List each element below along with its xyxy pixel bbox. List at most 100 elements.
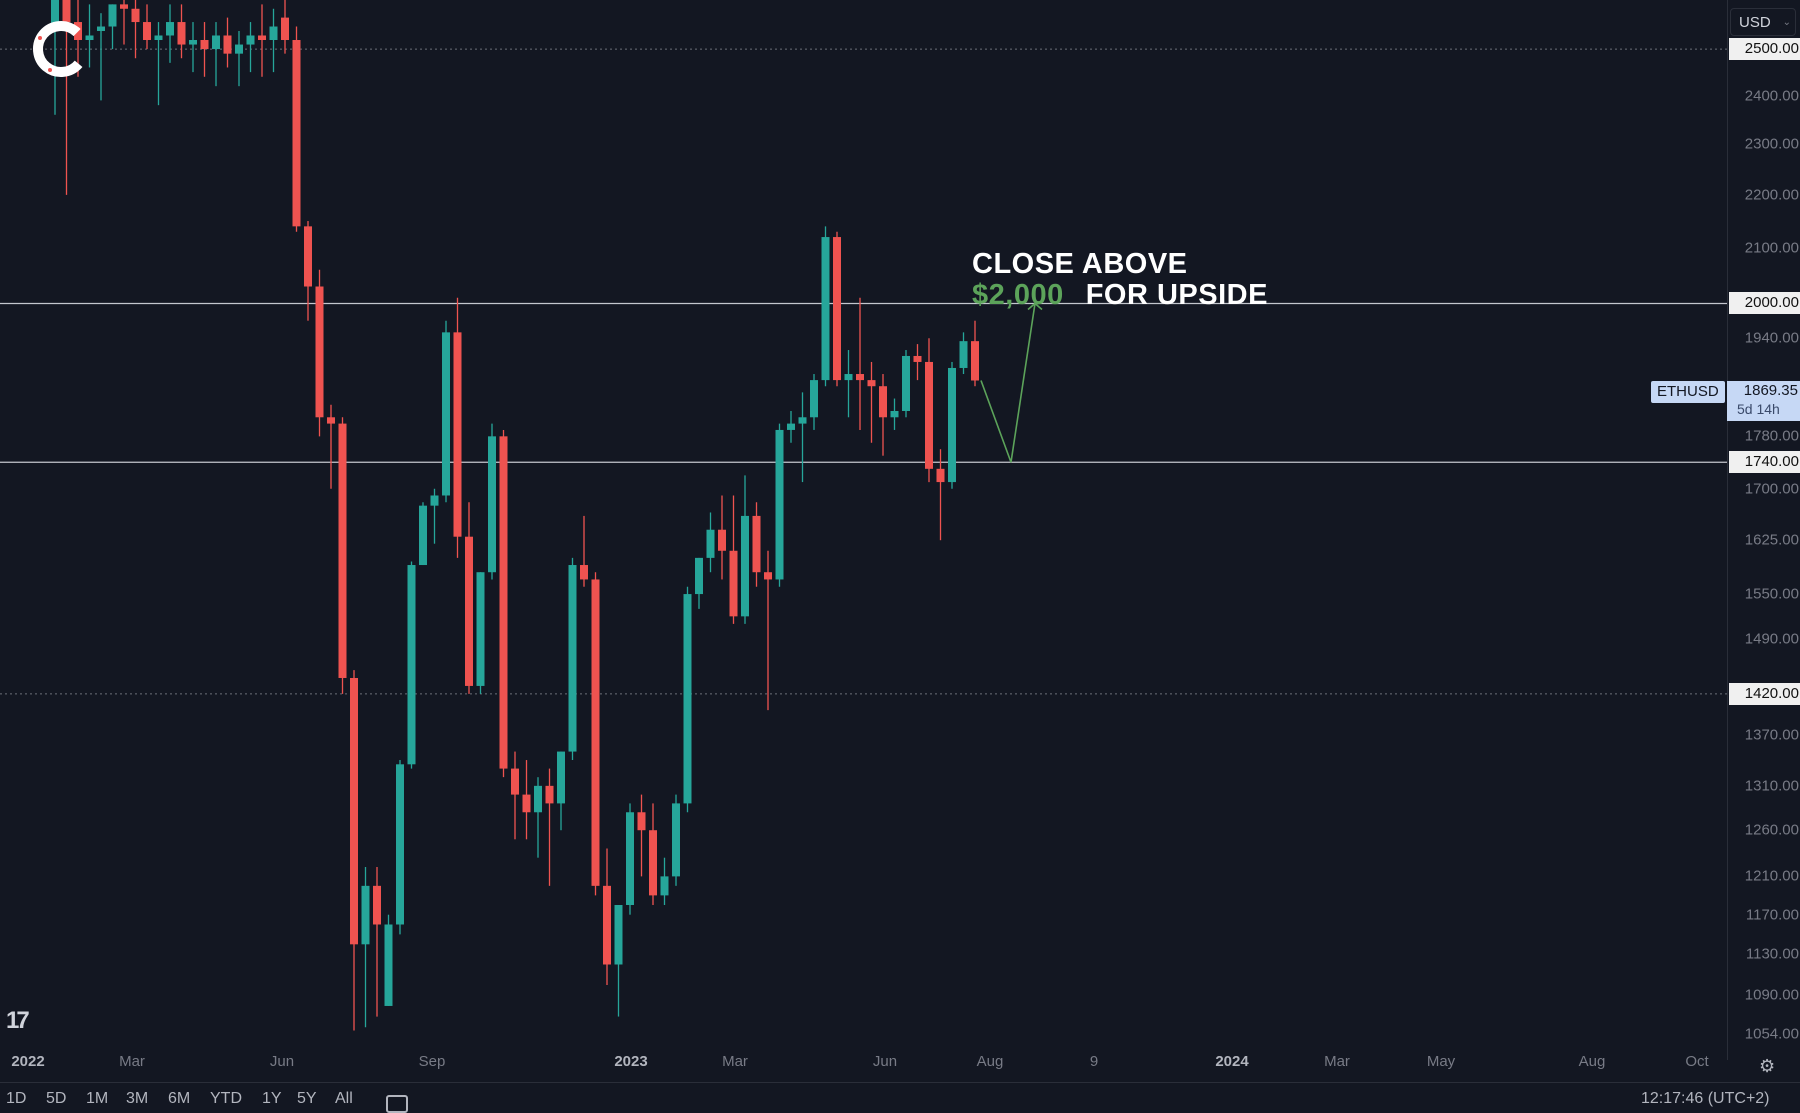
candle-body xyxy=(637,812,646,831)
bottom-toolbar: 1D 5D 1M 3M 6M YTD 1Y 5Y All 12:17:46 (U… xyxy=(0,1082,1800,1113)
candle-body xyxy=(189,40,197,45)
y-tick-label: 1940.00 xyxy=(1744,329,1799,347)
y-tick-label: 2400.00 xyxy=(1744,87,1799,105)
candle-body xyxy=(902,355,910,412)
level-tag: 1740.00 xyxy=(1729,451,1800,474)
candle-body xyxy=(925,361,933,469)
time-label: Oct xyxy=(1685,1053,1709,1070)
candle-body xyxy=(384,924,393,1006)
range-1m[interactable]: 1M xyxy=(86,1090,109,1107)
range-5y[interactable]: 5Y xyxy=(297,1090,317,1107)
annotation-price: $2,000 xyxy=(972,279,1064,311)
time-label: 9 xyxy=(1089,1053,1099,1070)
time-label: 2024 xyxy=(1215,1053,1249,1070)
time-label: Mar xyxy=(722,1053,748,1070)
candle-body xyxy=(120,4,128,9)
time-label: May xyxy=(1426,1053,1456,1070)
candle-body xyxy=(51,0,59,31)
candle-body xyxy=(798,417,807,424)
candle-body xyxy=(890,411,899,418)
candle-body xyxy=(419,505,427,566)
candle-body xyxy=(327,417,335,424)
candle-body xyxy=(442,332,450,496)
candle-body xyxy=(764,572,772,580)
candle-body xyxy=(603,885,611,965)
candle-body xyxy=(407,565,416,765)
calendar-icon[interactable] xyxy=(386,1095,408,1113)
candle-body xyxy=(913,355,922,362)
candle-body xyxy=(453,332,462,537)
y-tick-label: 1170.00 xyxy=(1745,906,1799,924)
candle-body xyxy=(108,4,117,27)
bar-countdown: 5d 14h xyxy=(1737,401,1780,417)
time-label: Jun xyxy=(872,1053,898,1070)
y-tick-label: 1130.00 xyxy=(1745,945,1799,963)
candle-body xyxy=(200,40,209,50)
y-tick-label: 1260.00 xyxy=(1744,821,1799,839)
y-tick-label: 1490.00 xyxy=(1744,630,1799,648)
candle-body xyxy=(511,768,519,795)
candle-body xyxy=(672,803,680,877)
price-chart[interactable] xyxy=(0,0,1727,1060)
time-label: Mar xyxy=(119,1053,145,1070)
candle-body xyxy=(315,286,324,418)
candle-body xyxy=(580,565,588,580)
y-tick-label: 1210.00 xyxy=(1744,867,1799,885)
time-label: Aug xyxy=(976,1053,1004,1070)
candle-body xyxy=(154,35,163,41)
range-6m[interactable]: 6M xyxy=(168,1090,191,1107)
candle-body xyxy=(649,830,657,896)
range-all[interactable]: All xyxy=(335,1090,353,1107)
time-label: 2023 xyxy=(614,1053,648,1070)
candle-body xyxy=(430,495,439,506)
candle-body xyxy=(971,341,979,381)
last-price-value: 1869.35 xyxy=(1743,382,1798,399)
clock[interactable]: 12:17:46 (UTC+2) xyxy=(1641,1090,1770,1107)
candle-body xyxy=(304,226,312,287)
level-tag: 1420.00 xyxy=(1729,682,1800,705)
level-tag: 2500.00 xyxy=(1729,38,1800,61)
candle-body xyxy=(810,380,818,418)
candle-body xyxy=(235,44,243,54)
brand-logo xyxy=(30,18,92,80)
candle-body xyxy=(706,529,715,558)
candle-body xyxy=(212,35,220,50)
candle-body xyxy=(85,35,94,41)
candle-body xyxy=(545,785,554,804)
y-tick-label: 1550.00 xyxy=(1744,585,1799,603)
candle-body xyxy=(683,594,692,804)
time-label: Aug xyxy=(1578,1053,1606,1070)
time-axis[interactable]: 2022 Mar Jun Sep 2023 Mar Jun Aug 9 2024 Mar May Aug… xyxy=(0,1053,1800,1077)
range-1d[interactable]: 1D xyxy=(6,1090,27,1107)
candle-body xyxy=(626,812,634,906)
candle-body xyxy=(936,468,945,483)
candle-body xyxy=(568,565,577,752)
gear-icon[interactable]: ⚙ xyxy=(1759,1056,1776,1076)
candle-body xyxy=(729,550,738,617)
annotation-line2: $2,000 FOR UPSIDE xyxy=(972,279,1268,312)
tradingview-logo[interactable]: 17 xyxy=(6,1007,30,1034)
y-tick-label: 1625.00 xyxy=(1744,531,1799,549)
candle-body xyxy=(867,380,876,387)
range-5d[interactable]: 5D xyxy=(46,1090,67,1107)
candle-body xyxy=(614,905,623,965)
candle-body xyxy=(660,876,669,896)
range-3m[interactable]: 3M xyxy=(126,1090,149,1107)
range-ytd[interactable]: YTD xyxy=(210,1090,242,1107)
annotation-line1: CLOSE ABOVE xyxy=(972,248,1188,280)
price-axis[interactable]: 2500.00 2000.00 1740.00 1420.00 2400.00 2300.… xyxy=(1727,0,1800,1060)
time-label: Jun xyxy=(269,1053,295,1070)
currency-selector[interactable]: USD ⌄ xyxy=(1730,8,1796,36)
candle-body xyxy=(465,536,473,686)
candle-body xyxy=(959,341,968,368)
candle-body xyxy=(844,374,853,381)
candle-body xyxy=(557,751,565,804)
candle-body xyxy=(787,423,795,430)
y-tick-label: 1090.00 xyxy=(1744,986,1799,1004)
candle-body xyxy=(775,429,784,580)
candle-body xyxy=(62,0,71,23)
y-tick-label: 2200.00 xyxy=(1744,186,1799,204)
range-1y[interactable]: 1Y xyxy=(262,1090,282,1107)
candle-body xyxy=(338,423,347,678)
y-tick-label: 1370.00 xyxy=(1744,726,1799,744)
